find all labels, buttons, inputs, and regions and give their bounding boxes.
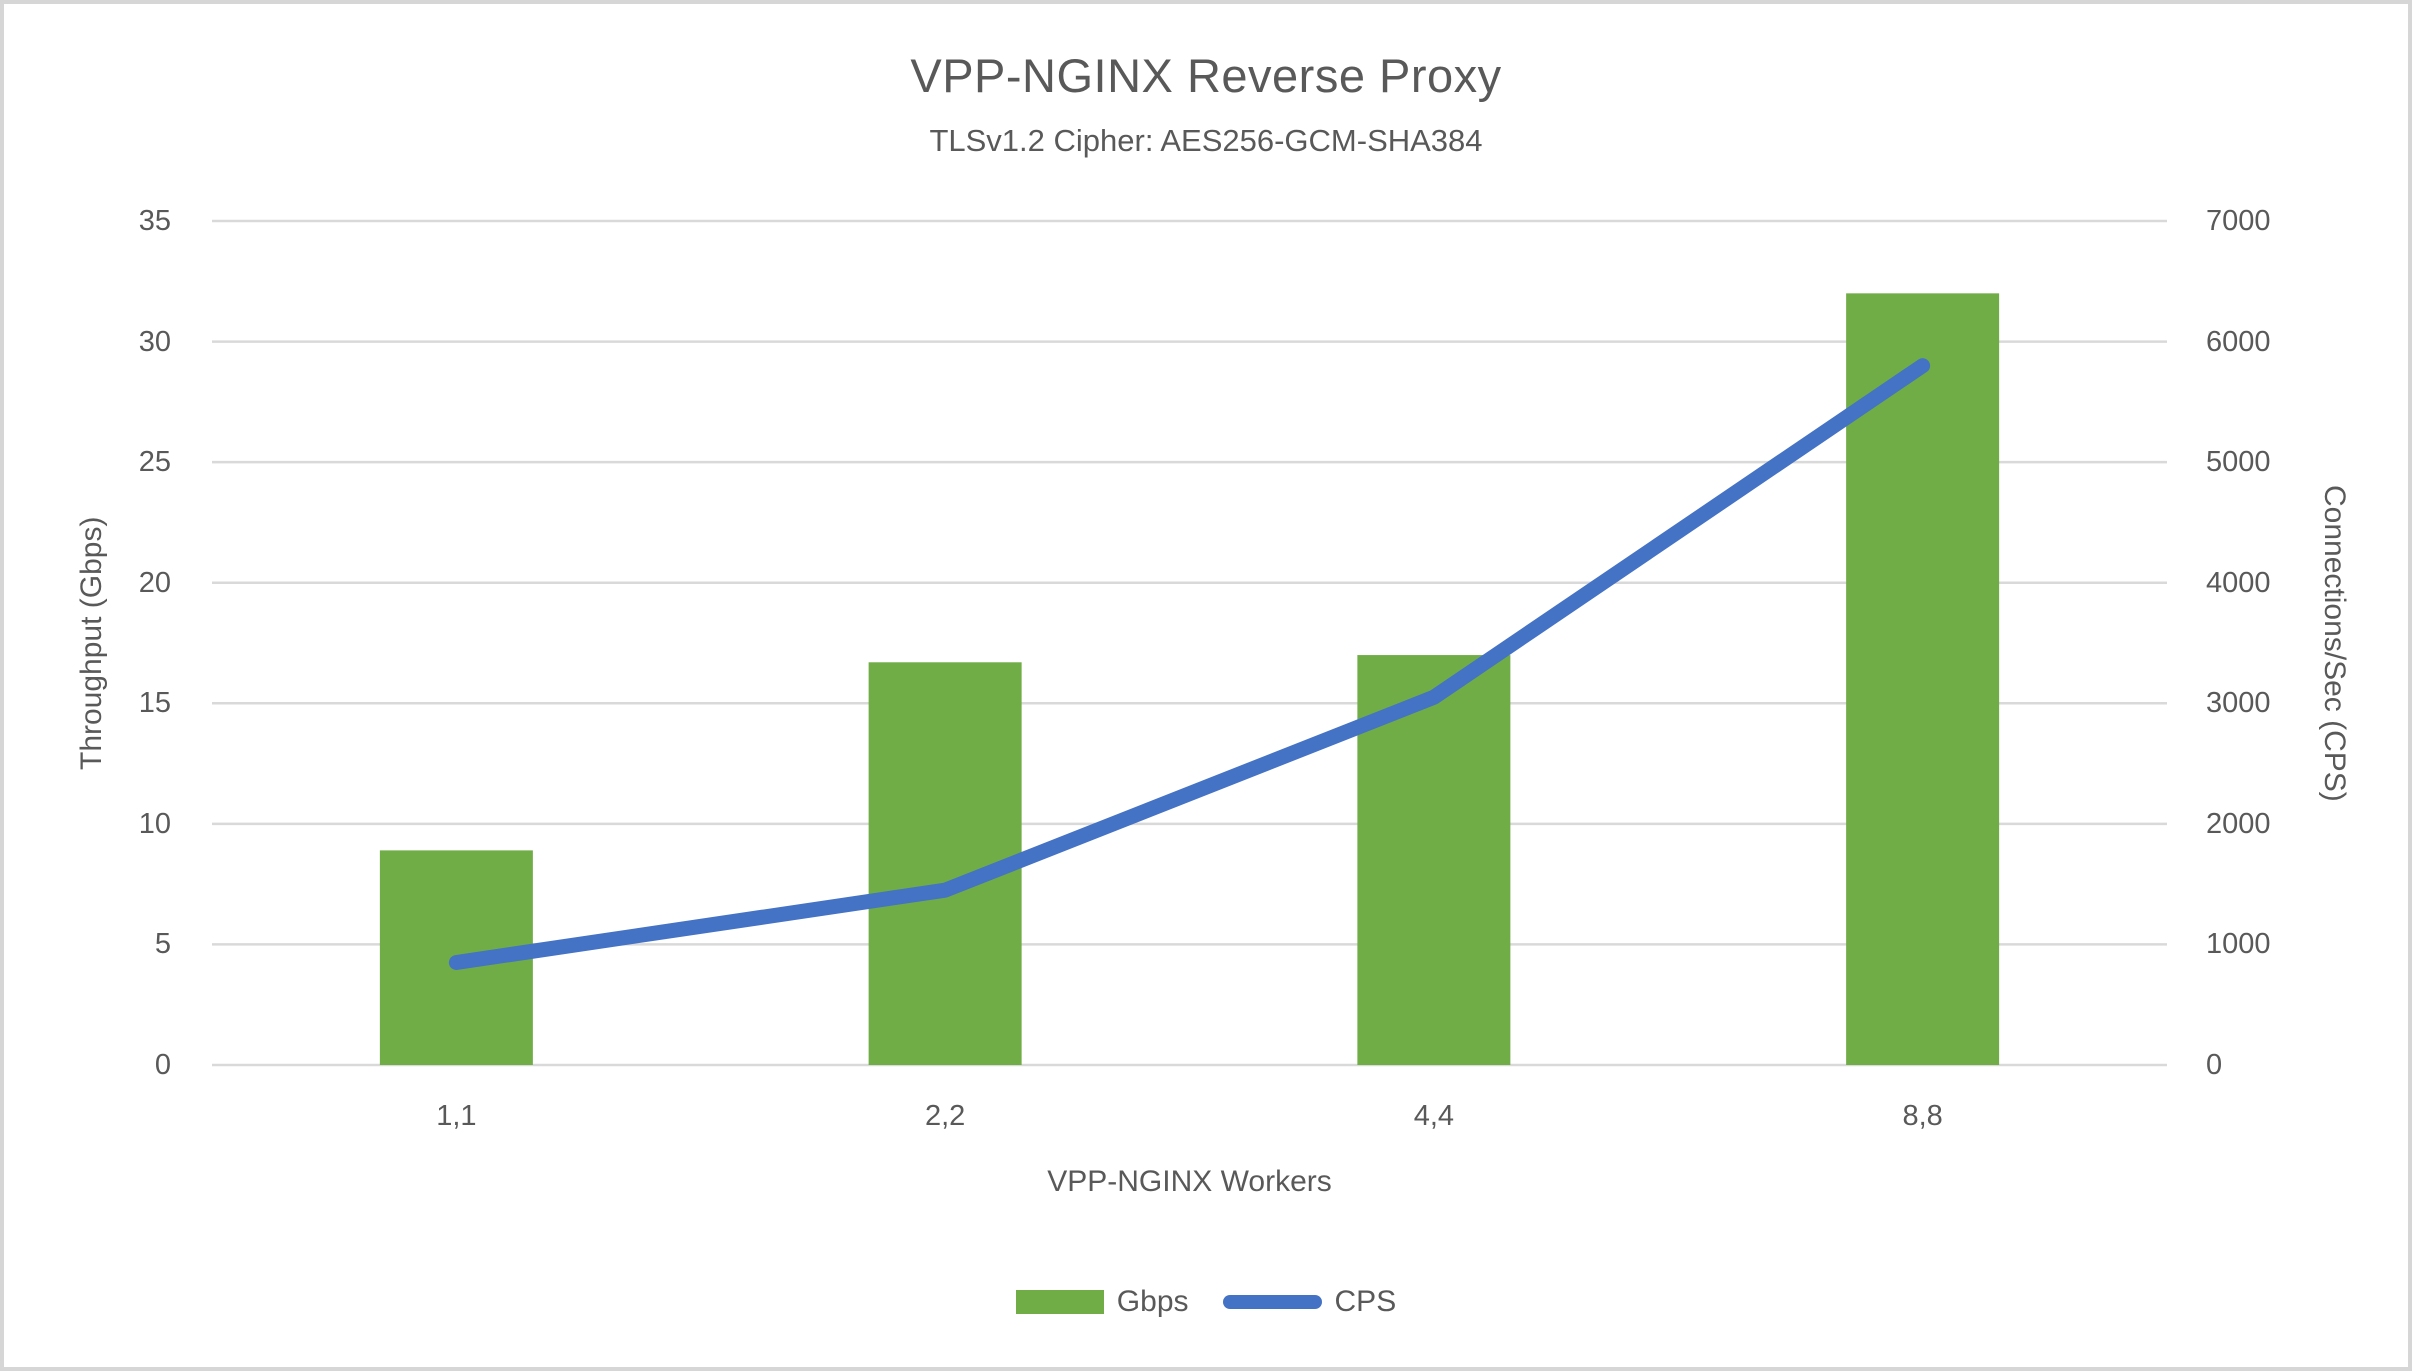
x-axis-title: VPP-NGINX Workers <box>1047 1165 1332 1198</box>
legend: Gbps CPS <box>4 1285 2408 1319</box>
y-axis-title-right: Connections/Sec (CPS) <box>2318 485 2351 802</box>
bar-gbps <box>1846 293 2000 1065</box>
chart-title: VPP-NGINX Reverse Proxy <box>910 49 1502 102</box>
plot-area <box>212 219 2167 1067</box>
cps-line <box>448 358 1931 971</box>
legend-label-cps: CPS <box>1334 1285 1397 1318</box>
legend-label-gbps: Gbps <box>1116 1285 1189 1318</box>
legend-swatch-gbps <box>1015 1290 1104 1314</box>
legend-line-cps-icon <box>1222 1295 1322 1309</box>
legend-item-cps: CPS <box>1222 1285 1397 1319</box>
chart-subtitle: TLSv1.2 Cipher: AES256-GCM-SHA384 <box>929 123 1483 158</box>
y-axis-title-left: Throughput (Gbps) <box>75 516 108 771</box>
legend-item-gbps: Gbps <box>1015 1285 1189 1319</box>
